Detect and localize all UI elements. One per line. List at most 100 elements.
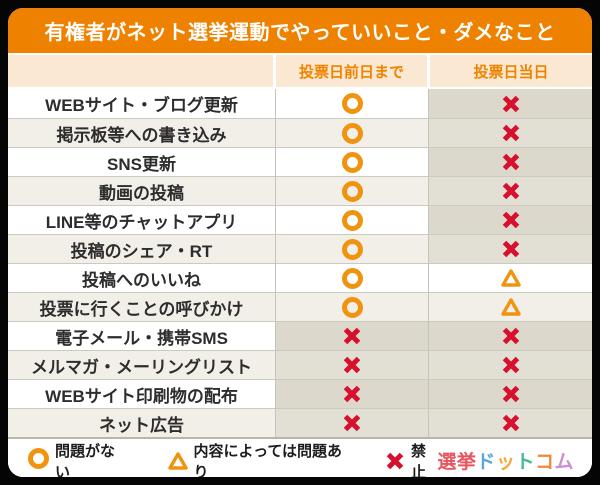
logo-char: 挙 xyxy=(456,452,477,473)
table-row: 投稿へのいいね xyxy=(8,263,592,292)
circle-icon xyxy=(341,93,363,114)
logo-char: 選 xyxy=(437,452,457,473)
cross-icon xyxy=(343,385,361,403)
cell-before-circle xyxy=(275,293,428,321)
row-label: SNS更新 xyxy=(107,154,176,174)
legend-item-depends: 内容によっては問題あり xyxy=(167,440,345,478)
row-label: 掲示板等への書き込み xyxy=(56,125,227,145)
page-title: 有権者がネット選挙運動でやっていいこと・ダメなこと xyxy=(44,22,556,44)
logo-char: ト xyxy=(515,452,535,473)
table-row: 掲示板等への書き込み xyxy=(8,118,592,147)
legend-item-ok: 問題がない xyxy=(28,440,124,478)
table-row: WEBサイト・ブログ更新 xyxy=(8,89,592,118)
cell-day-cross xyxy=(428,206,592,234)
table-row: 電子メール・携帯SMS xyxy=(8,321,592,350)
row-label: メルマガ・メーリングリスト xyxy=(31,357,252,377)
cross-icon xyxy=(502,414,519,432)
legend-label: 内容によっては問題あり xyxy=(193,442,343,478)
cross-icon xyxy=(502,153,519,171)
row-label: 投票に行くことの呼びかけ xyxy=(39,299,244,319)
cross-icon xyxy=(343,414,361,432)
cell-before-circle xyxy=(275,89,428,118)
cell-before-cross xyxy=(275,380,428,408)
row-label: WEBサイト・ブログ更新 xyxy=(45,96,238,115)
cell-before-cross xyxy=(275,322,428,350)
cross-icon xyxy=(502,95,519,112)
triangle-icon xyxy=(500,298,521,316)
table-row: 投稿のシェア・RT xyxy=(8,234,592,263)
cell-day-cross xyxy=(428,322,592,350)
logo-char: ド xyxy=(476,452,496,473)
logo-char: ッ xyxy=(495,452,516,473)
circle-icon xyxy=(28,447,49,469)
circle-icon xyxy=(341,296,363,318)
cell-before-circle xyxy=(275,177,428,205)
cell-day-cross xyxy=(428,148,592,176)
table-row: LINE等のチャットアプリ xyxy=(8,205,592,234)
table-row: メルマガ・メーリングリスト xyxy=(8,350,592,379)
legend-item-forbidden: 禁止 xyxy=(385,440,437,478)
row-label: 投稿のシェア・RT xyxy=(70,241,213,261)
row-label: LINE等のチャットアプリ xyxy=(45,212,238,232)
cell-before-cross xyxy=(275,409,428,437)
table-row: WEBサイト印刷物の配布 xyxy=(8,379,592,408)
table-body: WEBサイト・ブログ更新 掲示板等への書き込み SNS更新動画の投稿 LINE等のチャ… xyxy=(8,89,592,437)
row-label: 投稿へのいいね xyxy=(82,270,201,290)
cell-day-cross xyxy=(428,119,592,147)
cell-before-circle xyxy=(275,264,428,292)
cross-icon xyxy=(502,240,519,258)
cell-day-cross xyxy=(428,409,592,437)
title-bar: 有権者がネット選挙運動でやっていいこと・ダメなこと xyxy=(8,8,592,53)
cross-icon xyxy=(386,452,404,469)
cell-day-cross xyxy=(428,351,592,379)
cell-before-cross xyxy=(275,351,428,379)
infographic-card: 有権者がネット選挙運動でやっていいこと・ダメなこと 投票日前日まで 投票日当日 … xyxy=(8,8,592,477)
circle-icon xyxy=(341,209,363,231)
cross-icon xyxy=(502,327,519,345)
cross-icon xyxy=(502,385,519,403)
triangle-icon xyxy=(167,451,188,471)
row-label: 電子メール・携帯SMS xyxy=(55,328,228,348)
circle-icon xyxy=(341,151,363,173)
circle-icon xyxy=(341,180,363,202)
circle-icon xyxy=(28,447,49,474)
cell-day-cross xyxy=(428,89,592,118)
cell-day-triangle xyxy=(428,264,592,292)
cell-before-circle xyxy=(275,206,428,234)
column-header-row: 投票日前日まで 投票日当日 xyxy=(8,53,592,89)
table-row: 動画の投稿 xyxy=(8,176,592,205)
table-row: 投票に行くことの呼びかけ xyxy=(8,292,592,321)
legend-label: 問題がない xyxy=(55,442,116,478)
legend: 問題がない 内容によっては問題あり 禁止 選挙ドットコム xyxy=(8,437,592,477)
cross-icon xyxy=(385,451,405,471)
table-row: ネット広告 xyxy=(8,408,592,437)
cross-icon xyxy=(502,182,519,200)
cell-day-cross xyxy=(428,235,592,263)
triangle-icon xyxy=(500,269,521,287)
cell-day-triangle xyxy=(428,293,592,321)
cell-before-circle xyxy=(275,148,428,176)
table-row: SNS更新 xyxy=(8,147,592,176)
cell-before-circle xyxy=(275,235,428,263)
triangle-icon xyxy=(167,451,188,470)
column-header-before-voting-day: 投票日前日まで xyxy=(276,55,427,87)
senkyo-dotcom-logo: 選挙ドットコム xyxy=(437,447,574,474)
logo-char: コ xyxy=(534,452,555,473)
row-label: 動画の投稿 xyxy=(99,183,184,203)
cross-icon xyxy=(343,327,361,345)
circle-icon xyxy=(341,267,363,289)
legend-label: 禁止 xyxy=(410,442,426,478)
column-header-blank xyxy=(8,55,273,87)
column-header-voting-day: 投票日当日 xyxy=(430,55,592,87)
cell-day-cross xyxy=(428,177,592,205)
cell-before-circle xyxy=(275,119,428,147)
cross-icon xyxy=(502,211,519,229)
circle-icon xyxy=(341,238,363,260)
row-label: ネット広告 xyxy=(99,415,184,435)
circle-icon xyxy=(341,122,363,144)
row-label: WEBサイト印刷物の配布 xyxy=(45,386,238,406)
cross-icon xyxy=(502,124,519,142)
cell-day-cross xyxy=(428,380,592,408)
logo-char: ム xyxy=(554,452,574,473)
